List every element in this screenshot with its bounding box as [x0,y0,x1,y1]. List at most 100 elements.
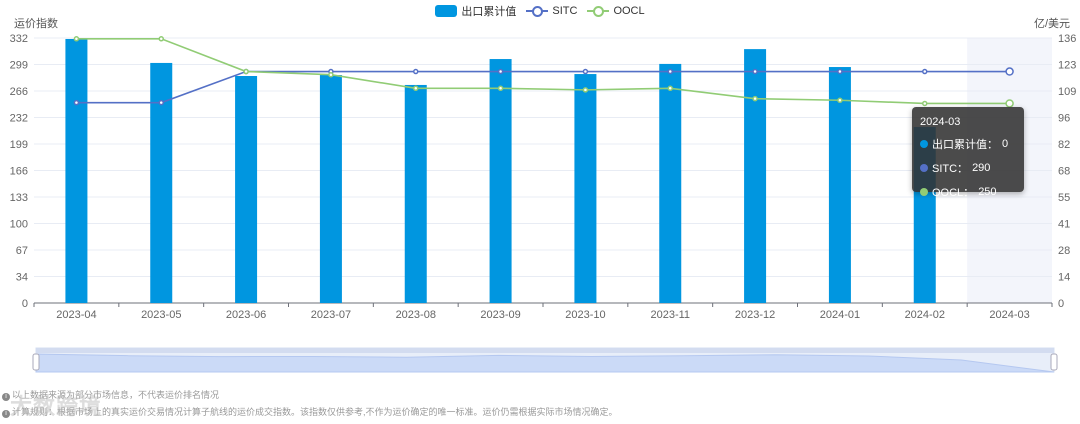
right-axis-tick: 123 [1058,60,1076,72]
data-point[interactable] [158,99,164,106]
bar-export-value[interactable] [65,38,88,303]
line-circle-icon [526,5,549,17]
x-axis-label: 2023-07 [311,309,351,321]
right-axis-tick: 96 [1058,113,1070,125]
data-point[interactable] [497,85,504,92]
left-axis-tick: 266 [10,86,28,98]
data-point[interactable] [837,68,843,75]
info-icon: i [2,410,10,418]
x-axis-label: 2023-04 [56,309,96,321]
footer-note-rule: i 计算规则：根据市场上的真实运价交易情况计算子航线的运价成交指数。该指数仅供参考… [2,405,618,418]
left-axis-tick: 34 [16,272,28,284]
data-point[interactable] [158,36,164,42]
right-axis-tick: 0 [1058,298,1064,310]
left-axis-tick: 100 [10,219,28,231]
bar-export-value[interactable] [659,63,682,304]
x-axis-label: 2023-11 [650,309,690,321]
chart-tooltip: 2024-03 出口累计值： 0 SITC： 290 OOCL： 250 [912,107,1024,199]
tooltip-value: 250 [978,186,997,198]
right-axis-tick: 28 [1058,245,1070,257]
data-point[interactable] [73,36,80,42]
bar-export-value[interactable] [319,75,342,303]
tooltip-label: SITC： [932,163,969,175]
x-axis-label: 2024-02 [905,309,945,321]
data-point[interactable] [667,68,673,75]
footer-text: 以上数据来源为部分市场信息，不代表运价排名情况 [12,390,220,400]
tooltip-row-oocl: OOCL： 250 [920,184,1016,200]
datazoom-right-handle[interactable] [1050,353,1058,371]
bar-export-value[interactable] [489,59,512,304]
right-axis-title: 亿/美元 [1034,18,1071,30]
left-axis-tick: 232 [10,113,28,125]
tooltip-title: 2024-03 [920,116,961,128]
legend-label: 出口累计值 [461,6,517,18]
x-axis-label: 2023-06 [226,309,266,321]
legend-item-oocl[interactable]: OOCL [587,3,645,19]
series-dot-icon [920,164,928,172]
tooltip-label: OOCL： [932,187,975,199]
data-point[interactable] [413,85,419,92]
right-axis-tick: 82 [1058,139,1070,151]
bar-export-value[interactable] [404,84,427,303]
datazoom-preview-area [35,353,1055,373]
data-point[interactable] [582,87,589,93]
line-oocl [76,37,1010,105]
data-point[interactable] [73,99,80,106]
data-point[interactable] [752,68,758,75]
x-axis-label: 2024-01 [820,309,860,321]
x-axis-label: 2024-03 [989,309,1029,321]
left-axis-tick: 133 [10,192,28,204]
right-axis-tick: 55 [1058,192,1070,204]
tooltip-row-sitc: SITC： 290 [920,160,1016,176]
right-axis-tick: 109 [1058,86,1076,98]
tooltip-value: 290 [972,162,991,174]
data-point[interactable] [582,68,589,75]
data-point[interactable] [413,68,419,75]
tooltip-row-export: 出口累计值： 0 [920,136,1016,152]
footer-note-source: i 以上数据来源为部分市场信息，不代表运价排名情况 [2,388,219,401]
left-axis-tick: 166 [10,166,28,178]
left-axis-tick: 199 [10,139,28,151]
data-point[interactable] [837,97,843,104]
legend-label: OOCL [613,5,645,17]
bar-export-value[interactable] [828,67,851,304]
x-axis-label: 2023-10 [565,309,605,321]
line-circle-icon [587,5,610,17]
chart-legend: 出口累计值 SITC OOCL [0,3,1080,19]
data-point[interactable] [922,68,928,75]
data-point[interactable] [1005,67,1014,76]
x-axis-label: 2023-12 [735,309,775,321]
x-axis-label: 2023-05 [141,309,181,321]
datazoom-left-handle[interactable] [32,353,40,371]
right-axis-tick: 68 [1058,166,1070,178]
data-point[interactable] [667,85,673,92]
tooltip-value: 0 [1002,138,1009,150]
data-point[interactable] [1005,99,1014,108]
datazoom-top-bar[interactable] [36,348,1054,353]
data-point[interactable] [922,100,928,107]
line-sitc [76,70,1010,104]
data-point[interactable] [497,68,504,75]
left-axis-tick: 0 [22,298,28,310]
left-axis-title: 运价指数 [14,18,58,30]
footer-text: 计算规则：根据市场上的真实运价交易情况计算子航线的运价成交指数。该指数仅供参考,… [12,407,618,417]
data-point[interactable] [328,71,334,78]
legend-label: SITC [552,5,578,17]
legend-item-sitc[interactable]: SITC [526,3,577,19]
bar-export-value[interactable] [574,74,597,303]
bar-export-value[interactable] [235,75,258,303]
bar-export-value[interactable] [150,62,173,303]
watermark-logo: 大数跨境 [10,394,103,419]
bar-swatch-icon [435,5,458,17]
left-axis-tick: 299 [10,60,28,72]
legend-item-export-value[interactable]: 出口累计值 [435,3,516,19]
x-axis-label: 2023-09 [480,309,520,321]
data-point[interactable] [243,68,249,75]
data-point[interactable] [752,95,758,102]
right-axis-tick: 41 [1058,219,1070,231]
left-axis-tick: 67 [16,245,28,257]
tooltip-label: 出口累计值： [932,139,998,151]
bar-export-value[interactable] [744,49,767,304]
info-icon: i [2,393,10,401]
